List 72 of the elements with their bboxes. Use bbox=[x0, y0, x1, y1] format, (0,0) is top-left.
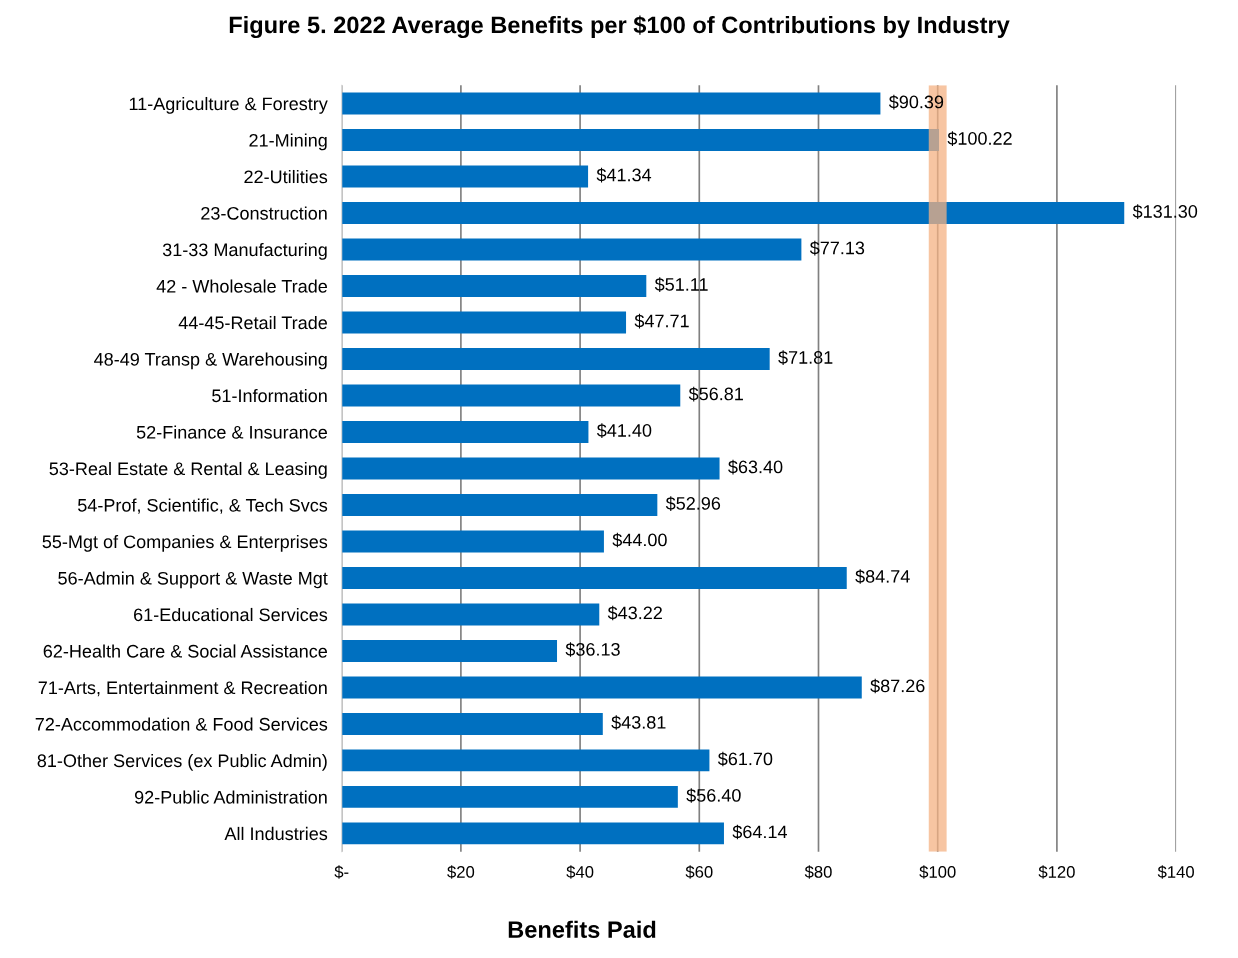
bar bbox=[341, 311, 627, 334]
y-tick-label: 23-Construction bbox=[201, 206, 327, 220]
y-tick-label: 44-45-Retail Trade bbox=[178, 315, 328, 330]
x-tick-label: $80 bbox=[804, 865, 832, 879]
x-tick-label: $- bbox=[334, 865, 349, 879]
bar bbox=[341, 603, 600, 626]
x-tick-label: $60 bbox=[685, 865, 713, 879]
data-label: $47.71 bbox=[634, 313, 689, 329]
chart-title: Figure 5. 2022 Average Benefits per $100 of Contributions by Industry bbox=[229, 15, 1010, 39]
y-tick-label: 62-Health Care & Social Assistance bbox=[43, 644, 328, 658]
data-label: $43.22 bbox=[607, 605, 662, 621]
y-tick-label: 92-Public Administration bbox=[134, 790, 327, 804]
bar bbox=[341, 275, 647, 297]
data-label: $51.11 bbox=[654, 277, 708, 292]
data-label: $36.13 bbox=[565, 642, 620, 657]
bar bbox=[341, 785, 678, 808]
bar bbox=[341, 494, 658, 516]
y-tick-label: 55-Mgt of Companies & Enterprises bbox=[42, 534, 328, 552]
data-label: $64.14 bbox=[732, 824, 787, 840]
data-label: $44.00 bbox=[612, 532, 667, 548]
bar bbox=[341, 567, 847, 589]
bar bbox=[341, 457, 720, 480]
y-tick-label: 31-33 Manufacturing bbox=[162, 242, 327, 260]
data-label: $56.40 bbox=[686, 788, 741, 803]
y-tick-label: 54-Prof, Scientific, & Tech Svcs bbox=[77, 498, 328, 514]
x-axis-title: Benefits Paid bbox=[508, 920, 656, 938]
bar bbox=[341, 238, 802, 261]
x-tick-label: $120 bbox=[1038, 865, 1075, 879]
y-tick-label: 51-Information bbox=[212, 388, 327, 403]
y-tick-label: 52-Finance & Insurance bbox=[136, 425, 328, 439]
y-tick-label: 48-49 Transp & Warehousing bbox=[94, 352, 327, 370]
data-label: $84.74 bbox=[855, 569, 910, 584]
bar bbox=[341, 712, 603, 735]
y-tick-label: 21-Mining bbox=[249, 133, 327, 151]
y-tick-label: 61-Educational Services bbox=[134, 607, 328, 622]
x-tick-label: $100 bbox=[919, 865, 956, 879]
data-label: $61.70 bbox=[717, 751, 773, 767]
bar bbox=[341, 348, 770, 370]
bar bbox=[341, 749, 710, 772]
data-label: $63.40 bbox=[728, 459, 783, 475]
x-tick-label: $140 bbox=[1157, 865, 1194, 879]
bar bbox=[341, 92, 881, 115]
bar bbox=[341, 639, 558, 662]
data-label: $71.81 bbox=[778, 350, 833, 365]
bar bbox=[341, 822, 724, 845]
y-tick-label: 22-Utilities bbox=[244, 169, 328, 184]
data-label: $41.40 bbox=[596, 423, 652, 438]
x-tick-label: $40 bbox=[566, 865, 594, 879]
bar bbox=[341, 384, 681, 407]
data-label: $90.39 bbox=[888, 94, 944, 110]
y-tick-label: 56-Admin & Support & Waste Mgt bbox=[58, 571, 328, 589]
y-tick-label: 71-Arts, Entertainment & Recreation bbox=[38, 680, 327, 697]
data-label: $56.81 bbox=[688, 386, 743, 402]
y-tick-label: 42 - Wholesale Trade bbox=[156, 279, 328, 293]
data-label: $41.34 bbox=[596, 167, 652, 183]
y-tick-label: 81-Other Services (ex Public Admin) bbox=[37, 753, 327, 771]
data-label: $87.26 bbox=[870, 678, 925, 694]
y-tick-label: All Industries bbox=[224, 826, 328, 841]
bar bbox=[341, 530, 604, 553]
x-tick-label: $20 bbox=[447, 865, 475, 879]
y-tick-label: 11-Agriculture & Forestry bbox=[129, 96, 328, 114]
bar bbox=[341, 202, 1125, 224]
data-label: $131.30 bbox=[1132, 204, 1198, 219]
data-label: $52.96 bbox=[665, 496, 721, 511]
y-tick-label: 53-Real Estate & Rental & Leasing bbox=[49, 461, 327, 479]
bar bbox=[341, 421, 589, 443]
data-label: $77.13 bbox=[809, 240, 865, 256]
y-tick-label: 72-Accommodation & Food Services bbox=[35, 717, 328, 731]
data-label: $100.22 bbox=[947, 131, 1012, 146]
data-label: $43.81 bbox=[611, 715, 666, 730]
bar bbox=[341, 165, 589, 188]
bar bbox=[341, 676, 862, 699]
